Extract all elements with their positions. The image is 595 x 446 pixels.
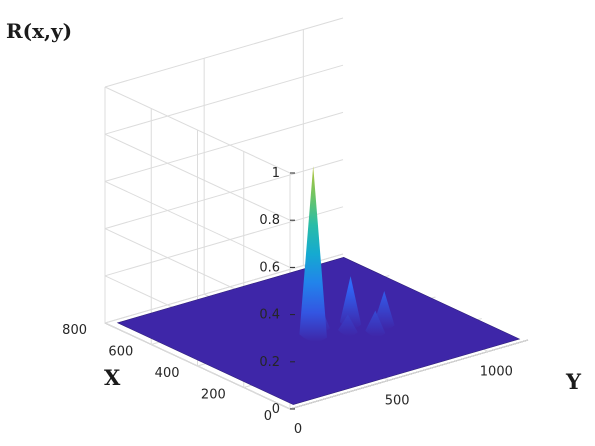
surface-peak — [338, 314, 358, 337]
surface-peak — [365, 310, 386, 337]
z-tick-label: 0 — [272, 402, 280, 417]
surface-peak — [339, 276, 362, 329]
y-tick-label: 1000 — [480, 365, 513, 380]
x-tick-label: 800 — [62, 323, 87, 338]
z-tick-label: 0.2 — [259, 355, 280, 370]
y-tick-label: 500 — [385, 393, 410, 408]
z-tick-label: 1 — [272, 166, 280, 181]
x-tick-label: 400 — [155, 366, 180, 381]
z-tick-label: 0.8 — [259, 213, 280, 228]
z-tick-label: 0.4 — [259, 308, 280, 323]
x-tick-label: 200 — [201, 388, 226, 403]
z-tick-label: 0.6 — [259, 260, 280, 275]
surface-peaks — [299, 166, 395, 342]
x-tick-label: 600 — [108, 345, 133, 360]
z-axis-label: R(x,y) — [6, 19, 72, 43]
x-axis-label: X — [104, 365, 121, 390]
x-tick-label: 0 — [264, 409, 272, 424]
surface-peak — [299, 166, 327, 342]
grid-line-y — [104, 322, 291, 410]
tick-labels: 0 0.2 0.4 0.6 0.8 1 0 200 400 600 800 0 500 1000 — [62, 166, 513, 437]
y-axis-label: Y — [565, 369, 582, 394]
y-tick-label: 0 — [294, 422, 302, 437]
